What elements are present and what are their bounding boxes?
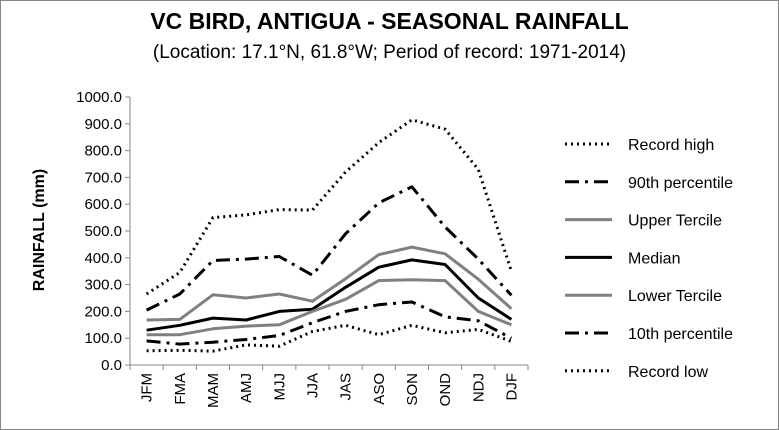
y-tick-label: 300.0 (84, 277, 122, 294)
series-line-upper-tercile (146, 245, 513, 322)
x-tick-label: JFM (139, 373, 156, 402)
x-tick-label: AMJ (238, 373, 255, 403)
y-tick-label: 100.0 (84, 330, 122, 347)
x-tick-label: DJF (503, 373, 520, 401)
y-tick-label: 900.0 (84, 116, 122, 133)
x-tick-label: NDJ (470, 373, 487, 402)
y-axis-label: RAINFALL (mm) (31, 169, 48, 291)
legend-label: Record high (628, 137, 714, 154)
chart-subtitle: (Location: 17.1°N, 61.8°W; Period of rec… (152, 42, 627, 63)
series-line-record-low (146, 323, 512, 353)
y-tick-label: 1000.0 (76, 89, 122, 106)
series-line-lower-tercile (146, 278, 512, 337)
series-line-90th-percentile (145, 185, 513, 312)
x-tick-label: JJA (304, 373, 321, 398)
y-tick-label: 400.0 (84, 250, 122, 267)
chart-title: VC BIRD, ANTIGUA - SEASONAL RAINFALL (150, 8, 629, 34)
x-tick-label: JAS (338, 373, 355, 401)
y-tick-label: 500.0 (84, 223, 122, 240)
y-tick-label: 200.0 (84, 303, 122, 320)
x-tick-label: MJJ (271, 373, 288, 401)
x-tick-label: ASO (371, 373, 388, 405)
series-line-median (146, 258, 513, 332)
legend-label: Record low (628, 364, 708, 381)
legend-label: 10th percentile (628, 326, 733, 343)
legend-label: 90th percentile (628, 175, 733, 192)
y-tick-label: 0.0 (101, 357, 122, 374)
x-tick-label: OND (437, 373, 454, 407)
legend-label: Median (628, 250, 680, 267)
y-tick-label: 800.0 (84, 143, 122, 160)
series-line-10th-percentile (146, 300, 513, 346)
x-tick-label: SON (404, 373, 421, 406)
series-line-record-high (145, 118, 513, 296)
y-tick-label: 600.0 (84, 196, 122, 213)
legend-label: Upper Tercile (628, 213, 722, 230)
legend-label: Lower Tercile (628, 288, 722, 305)
x-tick-label: MAM (205, 373, 222, 408)
x-tick-label: FMA (172, 373, 189, 405)
y-tick-label: 700.0 (84, 169, 122, 186)
